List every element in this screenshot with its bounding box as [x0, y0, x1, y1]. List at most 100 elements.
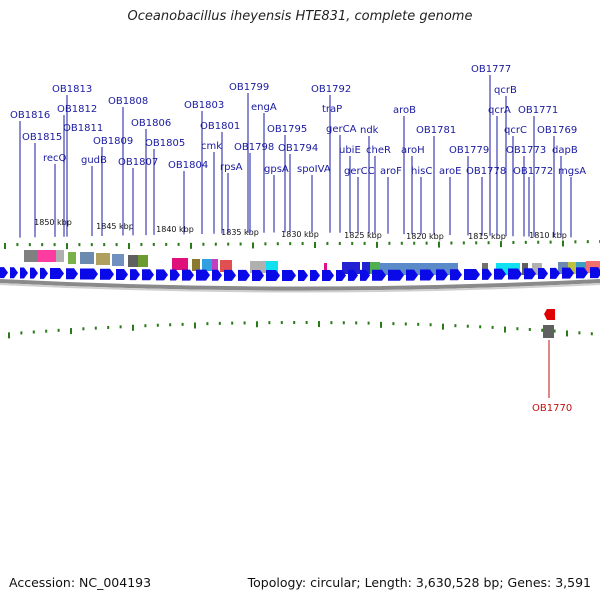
forward-gene-arrow: [238, 269, 250, 281]
gene-label: hisC: [411, 166, 432, 177]
forward-gene-arrow: [66, 268, 78, 280]
scale-tick: [169, 323, 172, 327]
scale-tick-label: 1845 kbp: [96, 222, 134, 231]
gene-labels: OB1816 OB1815 OB1813 OB1812 OB1811 recQ OB1809…: [10, 64, 586, 177]
scale-tick: [70, 328, 72, 335]
scale-tick: [429, 323, 432, 327]
gene-label: OB1804: [168, 160, 208, 171]
scale-tick-label: 1810 kbp: [529, 231, 567, 240]
scale-tick: [115, 243, 118, 247]
gene-label: recQ: [43, 153, 67, 164]
scale-tick: [94, 326, 97, 330]
forward-gene-arrow: [482, 268, 492, 280]
reverse-strand-genes: OB1770: [532, 309, 572, 414]
scale-tick: [227, 242, 230, 246]
scale-tick: [400, 241, 403, 245]
scale-tick: [425, 241, 428, 245]
gene-label: qcrC: [504, 125, 527, 136]
function-box: [172, 258, 188, 270]
scale-tick: [512, 240, 515, 244]
forward-gene-arrow: [562, 267, 574, 279]
function-box: [68, 252, 76, 264]
function-box: [138, 255, 148, 267]
function-box: [56, 250, 64, 262]
scale-tick: [367, 321, 370, 325]
gene-label: OB1799: [229, 82, 269, 93]
scale-tick: [239, 242, 242, 246]
gene-label: engA: [251, 102, 277, 113]
function-box: [212, 259, 218, 271]
genome-summary-text: Topology: circular; Length: 3,630,528 bp…: [247, 575, 591, 590]
gene-label: OB1770: [532, 403, 572, 414]
function-box: [24, 250, 38, 262]
genome-backbone: [0, 279, 600, 291]
scale-tick: [140, 243, 143, 247]
scale-tick: [549, 240, 552, 244]
gene-label: OB1812: [57, 104, 97, 115]
scale-tick: [524, 240, 527, 244]
scale-tick: [500, 241, 502, 248]
scale-tick: [256, 321, 258, 328]
genome-backbone-shadow: [0, 283, 600, 293]
gene-label: OB1779: [449, 145, 489, 156]
scale-tick: [491, 325, 494, 329]
scale-tick: [103, 243, 106, 247]
gene-label: aroH: [401, 145, 425, 156]
scale-tick-labels: 1850 kbp 1845 kbp 1840 kbp 1835 kbp 1830 kbp…: [34, 218, 567, 241]
scale-tick: [66, 243, 68, 250]
forward-gene-arrow: [388, 269, 404, 281]
scale-tick: [305, 321, 308, 325]
scale-tick: [417, 322, 420, 326]
scale-tick: [4, 243, 6, 250]
forward-strand-genes: [0, 267, 600, 281]
gene-label: OB1805: [145, 138, 185, 149]
scale-tick: [78, 243, 81, 247]
scale-tick: [190, 242, 192, 249]
scale-tick: [231, 321, 234, 325]
lower-scale-ticks: [8, 321, 593, 339]
forward-gene-arrow: [524, 268, 536, 280]
forward-gene-arrow: [360, 269, 370, 281]
scale-tick-label: 1830 kbp: [281, 230, 319, 239]
forward-gene-arrow: [420, 269, 434, 281]
forward-gene-arrow: [298, 269, 308, 281]
forward-gene-arrow: [450, 269, 462, 281]
reverse-gene-arrow: [544, 309, 555, 320]
gene-label: ubiE: [339, 145, 361, 156]
gene-label: dapB: [552, 145, 578, 156]
forward-gene-arrow: [0, 267, 8, 279]
gene-label: OB1778: [466, 166, 506, 177]
scale-tick: [206, 322, 209, 326]
forward-gene-arrow: [40, 267, 48, 279]
forward-gene-arrow: [116, 268, 128, 280]
gene-label: aroF: [380, 166, 402, 177]
scale-tick: [380, 321, 382, 328]
gene-label: OB1811: [63, 123, 103, 134]
scale-tick: [338, 241, 341, 245]
scale-tick: [479, 325, 482, 329]
gene-label: gpsA: [264, 164, 289, 175]
scale-tick: [264, 242, 267, 246]
upper-scale-ticks: [4, 240, 600, 250]
scale-tick: [590, 332, 593, 336]
scale-tick: [516, 327, 519, 331]
function-box: [532, 263, 542, 275]
function-box: [192, 259, 200, 271]
scale-tick: [330, 321, 333, 325]
scale-tick: [202, 242, 205, 246]
forward-gene-arrow: [182, 269, 194, 281]
scale-tick: [218, 321, 221, 325]
forward-gene-arrow: [494, 268, 506, 280]
accession-text: Accession: NC_004193: [9, 575, 152, 590]
scale-tick: [314, 241, 316, 248]
gene-label: gudB: [81, 155, 107, 166]
scale-tick: [454, 324, 457, 328]
gene-label: qcrB: [494, 85, 517, 96]
scale-tick: [243, 321, 246, 325]
gene-label: spoIVA: [297, 164, 331, 175]
function-box: [362, 262, 370, 274]
scale-tick: [82, 327, 85, 331]
scale-tick: [450, 241, 453, 245]
function-box: [324, 263, 327, 275]
